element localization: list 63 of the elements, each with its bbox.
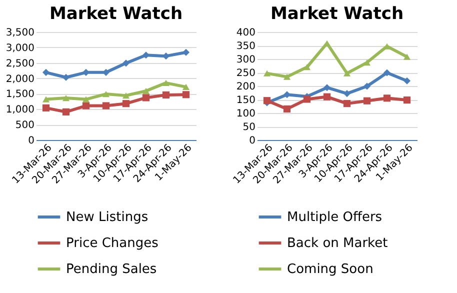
point	[403, 54, 411, 60]
point	[102, 102, 110, 110]
point	[263, 70, 271, 76]
y-tick-label: 0	[28, 136, 34, 146]
point	[182, 48, 190, 56]
y-tick-label: 3,000	[6, 42, 34, 54]
point	[62, 74, 70, 81]
y-tick-label: 200	[236, 82, 256, 92]
y-tick-label: 500	[15, 120, 34, 132]
point	[122, 60, 130, 67]
point	[102, 90, 110, 98]
point	[182, 91, 190, 98]
point	[142, 94, 150, 102]
legend-label: Coming Soon	[287, 262, 374, 277]
point	[323, 93, 331, 100]
point	[42, 104, 50, 112]
point	[283, 74, 291, 80]
point	[82, 102, 90, 110]
point	[403, 77, 411, 84]
y-tick-label: 3,500	[6, 28, 34, 38]
point	[62, 94, 70, 102]
point	[363, 97, 371, 104]
point	[343, 100, 351, 108]
point	[363, 82, 371, 90]
point	[62, 108, 70, 116]
y-tick-label: 150	[236, 95, 256, 106]
point	[343, 90, 351, 98]
point	[42, 96, 50, 102]
y-tick-label: 100	[236, 108, 256, 120]
y-tick-label: 1,500	[6, 89, 34, 100]
legend-label: Back on Market	[287, 236, 388, 251]
y-tick-label: 2,500	[6, 58, 34, 70]
chart-title: Market Watch	[49, 4, 183, 24]
point	[182, 84, 190, 90]
y-tick-label: 1,000	[6, 104, 34, 116]
legend-label: Multiple Offers	[287, 210, 382, 225]
legend-label: New Listings	[66, 210, 148, 225]
y-tick-label: 50	[242, 122, 256, 133]
point	[383, 69, 391, 76]
point	[162, 80, 170, 86]
y-tick-label: 300	[236, 54, 256, 66]
point	[162, 91, 170, 98]
point	[82, 96, 90, 102]
point	[323, 84, 331, 92]
point	[363, 59, 371, 66]
y-tick-label: 400	[236, 28, 256, 38]
point	[122, 92, 130, 99]
y-tick-label: 2,000	[6, 74, 34, 85]
point	[122, 100, 130, 108]
y-tick-label: 0	[249, 136, 256, 146]
legend-label: Pending Sales	[66, 262, 157, 277]
point	[42, 68, 50, 76]
legend-label: Price Changes	[66, 236, 159, 251]
chart-title: Market Watch	[270, 4, 404, 24]
point	[403, 96, 411, 104]
point	[383, 94, 391, 102]
y-tick-label: 350	[236, 41, 256, 52]
point	[343, 70, 351, 76]
point	[142, 88, 150, 94]
y-tick-label: 250	[236, 68, 256, 79]
point	[303, 64, 311, 70]
point	[303, 96, 311, 103]
point	[283, 105, 291, 112]
